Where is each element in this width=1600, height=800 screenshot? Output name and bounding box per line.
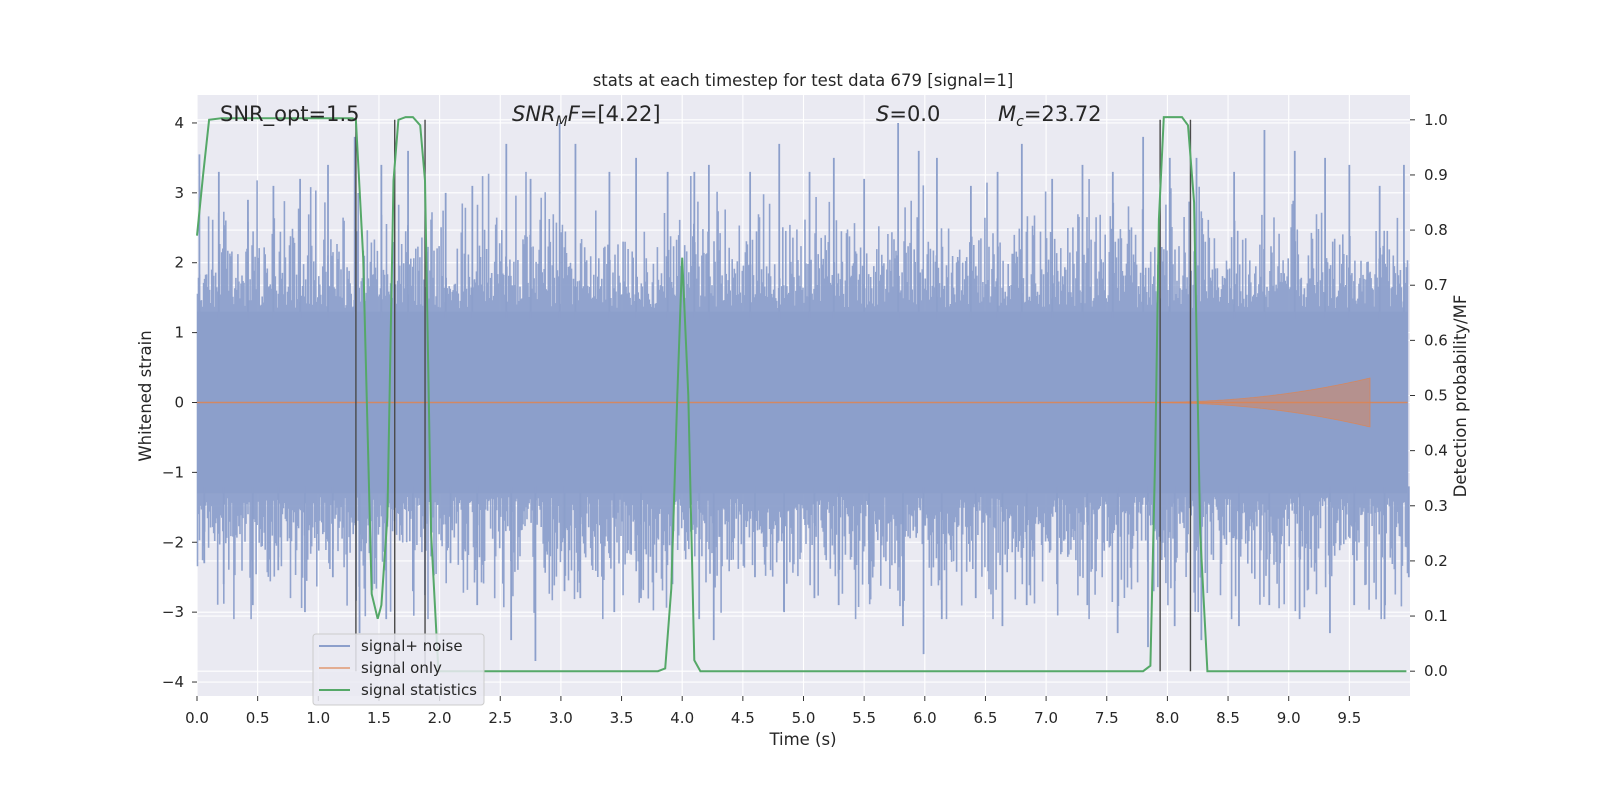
signal-statistics-series <box>196 116 1407 673</box>
x-tick-label: 5.5 <box>852 709 876 727</box>
legend-label-signal: signal only <box>361 659 442 677</box>
y2-tick-label: 0.2 <box>1424 552 1448 570</box>
x-tick-label: 9.0 <box>1277 709 1301 727</box>
legend: signal+ noise signal only signal statist… <box>312 633 485 706</box>
y2-tick-label: 0.3 <box>1424 497 1448 515</box>
legend-label-noise: signal+ noise <box>361 637 463 655</box>
y2-tick-label: 0.1 <box>1424 607 1448 625</box>
x-axis-label: Time (s) <box>768 730 836 749</box>
x-tick-label: 5.0 <box>792 709 816 727</box>
y-tick-label: 3 <box>174 184 184 202</box>
y2-tick-label: 0.6 <box>1424 331 1448 349</box>
y-tick-label: 0 <box>174 393 184 411</box>
y2-tick-label: 0.8 <box>1424 221 1448 239</box>
y-tick-label: 1 <box>174 324 184 342</box>
snr-mf-annotation: SNRMF=[4.22] <box>512 102 661 130</box>
y2-axis-label: Detection probability/MF <box>1451 295 1470 498</box>
legend-box <box>312 633 485 706</box>
x-tick-label: 9.5 <box>1337 709 1361 727</box>
x-axis-ticks: 0.0 0.5 1.0 1.5 2.0 2.5 3.0 3.5 4.0 4.5 5.0 5.5 6.0 6… <box>185 696 1361 727</box>
legend-label-stats: signal statistics <box>361 681 477 699</box>
x-tick-label: 1.0 <box>306 709 330 727</box>
x-tick-label: 2.5 <box>488 709 512 727</box>
y2-tick-label: 1.0 <box>1424 111 1448 129</box>
y2-axis-ticks: 0.0 0.1 0.2 0.3 0.4 0.5 0.6 0.7 0.8 0.9 1.0 <box>1410 111 1448 680</box>
y2-tick-label: 0.0 <box>1424 662 1448 680</box>
x-tick-label: 8.0 <box>1155 709 1179 727</box>
chart-title: stats at each timestep for test data 679… <box>593 71 1014 90</box>
x-tick-label: 6.0 <box>913 709 937 727</box>
y2-tick-label: 0.4 <box>1424 442 1448 460</box>
x-tick-label: 2.0 <box>428 709 452 727</box>
y-tick-label: 4 <box>174 114 184 132</box>
y2-tick-label: 0.5 <box>1424 387 1448 405</box>
x-tick-label: 6.5 <box>974 709 998 727</box>
mc-annotation: Mc=23.72 <box>998 102 1102 130</box>
x-tick-label: 4.0 <box>670 709 694 727</box>
x-tick-label: 7.5 <box>1095 709 1119 727</box>
x-tick-label: 1.5 <box>367 709 391 727</box>
y-axis-ticks: −4 −3 −2 −1 0 1 2 3 4 <box>162 114 197 691</box>
x-tick-label: 0.0 <box>185 709 209 727</box>
y-tick-label: −3 <box>162 603 184 621</box>
x-tick-label: 3.0 <box>549 709 573 727</box>
x-tick-label: 4.5 <box>731 709 755 727</box>
y-axis-label: Whitened strain <box>136 330 155 461</box>
snr-opt-annotation: SNR_opt=1.5 <box>220 102 360 127</box>
y2-tick-label: 0.7 <box>1424 276 1448 294</box>
x-tick-label: 7.0 <box>1034 709 1058 727</box>
x-tick-label: 3.5 <box>610 709 634 727</box>
y-tick-label: −2 <box>162 533 184 551</box>
signal-chirp <box>1143 377 1371 428</box>
s-annotation: S=0.0 <box>876 102 940 126</box>
x-tick-label: 0.5 <box>246 709 270 727</box>
y-tick-label: −1 <box>162 463 184 481</box>
y2-tick-label: 0.9 <box>1424 166 1448 184</box>
y-tick-label: 2 <box>174 254 184 272</box>
x-tick-label: 8.5 <box>1216 709 1240 727</box>
y-tick-label: −4 <box>162 673 184 691</box>
